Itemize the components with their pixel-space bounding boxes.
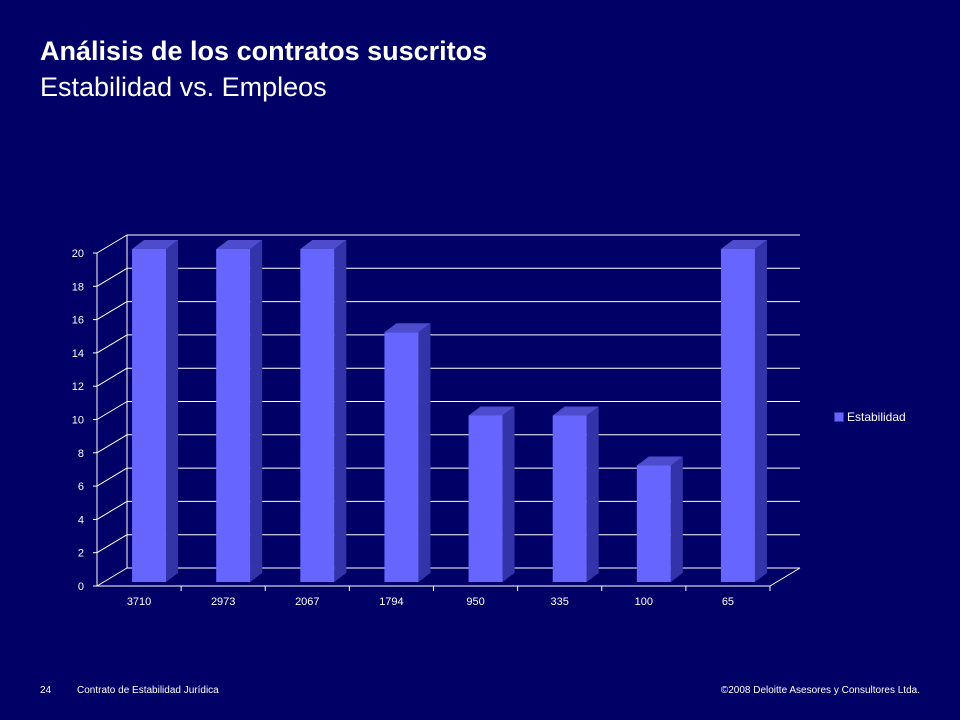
bar-side-950: [502, 406, 515, 582]
legend-label-estabilidad: Estabilidad: [847, 410, 906, 424]
grid-side-line: [96, 401, 128, 420]
y-tick-label: 4: [78, 514, 84, 526]
x-tick-label: 335: [551, 596, 569, 608]
grid-side-line: [96, 367, 128, 387]
bar-65: [720, 249, 755, 582]
x-tick-label: 1794: [379, 596, 403, 608]
y-tick-label: 14: [72, 348, 84, 360]
y-tick-label: 20: [72, 248, 84, 260]
y-tick-label: 6: [78, 481, 84, 493]
bar-side-3710: [166, 240, 179, 582]
grid-side-line: [96, 301, 128, 321]
bar-side-335: [586, 406, 599, 582]
bar-side-1794: [418, 323, 431, 582]
x-tick-label: 950: [466, 596, 484, 608]
page-title: Análisis de los contratos suscritos: [40, 36, 488, 66]
bar-3710: [132, 249, 167, 582]
grid-side-line: [96, 267, 128, 287]
y-tick-label: 18: [72, 281, 84, 293]
grid-side-line: [96, 334, 128, 354]
y-tick-label: 8: [78, 448, 84, 460]
y-tick-label: 2: [78, 548, 84, 560]
footer-copyright: ©2008 Deloitte Asesores y Consultores Lt…: [720, 685, 920, 696]
bar-side-2067: [334, 240, 347, 582]
bar-top-3710: [132, 240, 179, 249]
grid-side-line: [96, 467, 128, 487]
bar-side-65: [754, 240, 767, 582]
bar-335: [552, 415, 587, 582]
bar-top-2067: [300, 240, 347, 249]
grid-side-line: [96, 567, 128, 587]
y-tick-label: 12: [72, 381, 84, 393]
bar-top-1794: [384, 323, 431, 333]
legend-swatch-estabilidad: [834, 412, 844, 422]
bar-top-2973: [216, 240, 263, 249]
bar-950: [468, 415, 503, 582]
chart-legend: Estabilidad: [834, 410, 906, 424]
x-tick-label: 2973: [211, 596, 235, 608]
bar-side-2973: [250, 240, 263, 582]
footer-page-number: 24: [40, 685, 52, 696]
bar-2067: [300, 249, 335, 582]
grid-side-line: [96, 500, 128, 520]
y-tick-label: 16: [72, 315, 84, 327]
grid-side-line: [96, 234, 128, 254]
floor-right-edge: [769, 567, 801, 587]
bar-top-950: [468, 406, 515, 416]
x-tick-label: 2067: [295, 596, 319, 608]
footer-doc-name: Contrato de Estabilidad Jurídica: [77, 685, 219, 696]
x-tick-label: 3710: [127, 596, 151, 608]
bar-top-100: [636, 456, 683, 466]
x-tick-label: 100: [635, 596, 653, 608]
y-tick-label: 10: [72, 415, 84, 427]
bar-100: [636, 465, 671, 582]
x-tick-label: 65: [722, 596, 734, 608]
bar-top-65: [720, 240, 767, 249]
grid-side-line: [96, 434, 128, 454]
grid-side-line: [96, 534, 128, 554]
bar-1794: [384, 332, 419, 582]
page-subtitle: Estabilidad vs. Empleos: [40, 72, 327, 102]
bar-2973: [216, 249, 251, 582]
bar-top-335: [552, 406, 599, 416]
y-tick-label: 0: [78, 581, 84, 593]
bar-side-100: [670, 456, 683, 582]
